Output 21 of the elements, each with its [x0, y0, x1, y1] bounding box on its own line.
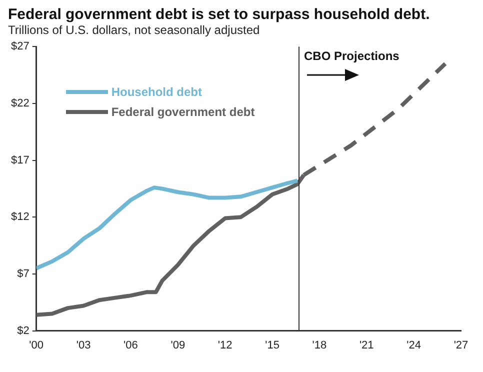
- ref-line-label: CBO Projections: [304, 48, 400, 63]
- x-tick-label: '12: [218, 339, 232, 352]
- chart-title: Federal government debt is set to surpass household debt.: [8, 6, 431, 23]
- legend-label: Household debt: [111, 84, 202, 99]
- y-tick-label: $17: [10, 154, 30, 166]
- x-tick-label: '15: [265, 339, 280, 352]
- x-tick-label: '03: [76, 339, 91, 352]
- y-tick-label: $2: [17, 324, 30, 337]
- x-tick-label: '18: [312, 339, 327, 352]
- x-tick-label: '21: [359, 339, 374, 352]
- x-tick-label: '00: [29, 339, 44, 352]
- y-tick-label: $12: [10, 211, 30, 224]
- x-tick-label: '24: [406, 339, 421, 352]
- x-tick-label: '09: [170, 339, 186, 352]
- chart-subtitle: Trillions of U.S. dollars, not seasonally adjusted: [8, 23, 261, 37]
- x-tick-label: '06: [124, 339, 138, 352]
- y-tick-label: $7: [17, 268, 30, 280]
- y-tick-label: $27: [10, 40, 30, 53]
- legend-label: Federal government debt: [111, 104, 255, 119]
- x-tick-label: '27: [454, 339, 468, 352]
- y-tick-label: $22: [10, 97, 30, 110]
